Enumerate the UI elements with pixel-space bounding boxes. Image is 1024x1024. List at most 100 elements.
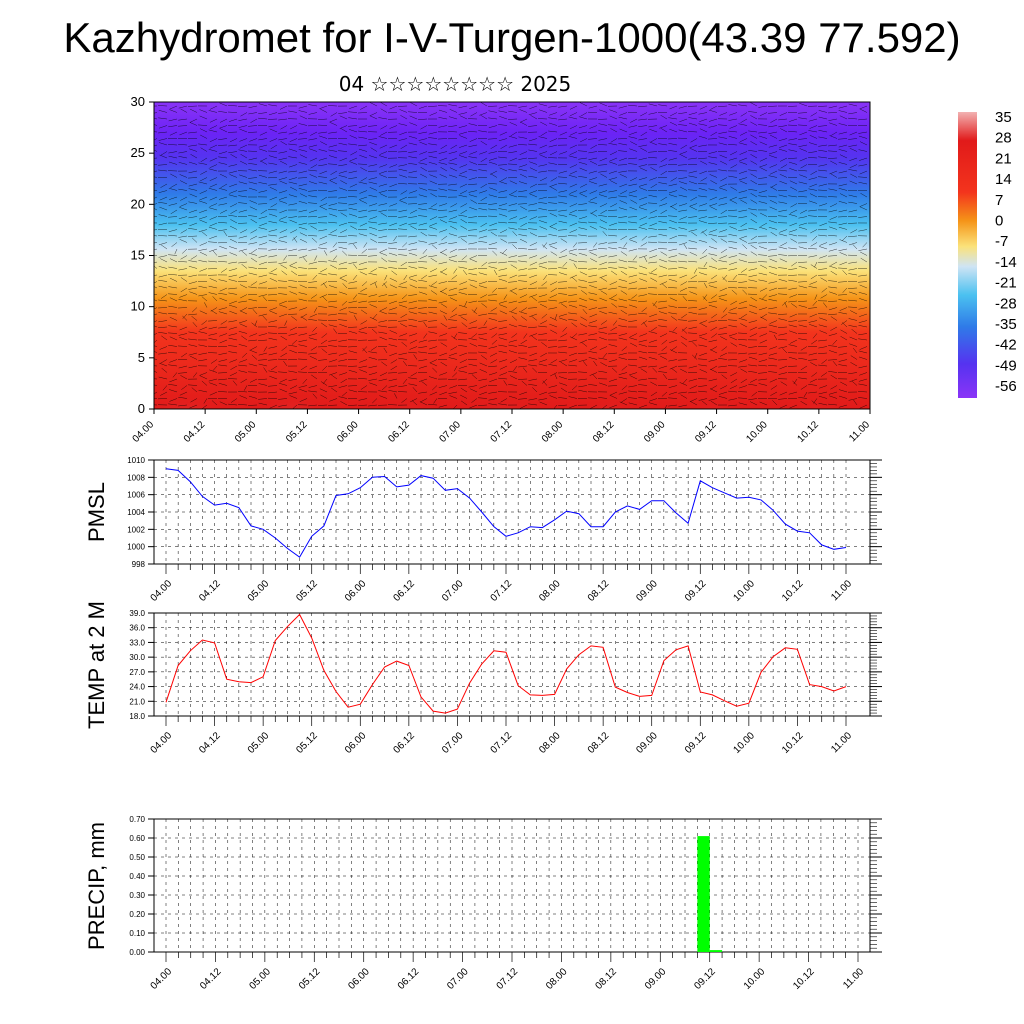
- wind-vector: [188, 384, 198, 386]
- wind-vector: [479, 369, 488, 373]
- wind-vector: [768, 371, 778, 373]
- wind-vector: [168, 313, 178, 315]
- x-tick-label: 06.00: [343, 730, 369, 756]
- wind-vector: [488, 208, 498, 211]
- wind-vector: [488, 266, 498, 269]
- wind-vector: [318, 164, 328, 167]
- wind-vector: [398, 352, 408, 356]
- wind-vector: [748, 227, 758, 230]
- wind-vector: [689, 147, 698, 152]
- wind-vector: [689, 385, 698, 389]
- wind-vector: [212, 250, 218, 256]
- wind-vector: [550, 329, 558, 334]
- wind-vector: [399, 281, 408, 285]
- wind-vector: [289, 326, 298, 331]
- wind-vector: [263, 367, 268, 373]
- wind-vector: [251, 322, 258, 328]
- wind-vector: [498, 110, 508, 113]
- wind-vector: [568, 194, 578, 198]
- wind-vector: [189, 122, 198, 126]
- wind-vector: [818, 352, 828, 354]
- wind-vector: [471, 374, 478, 380]
- wind-vector: [249, 206, 258, 211]
- wind-vector: [848, 235, 858, 238]
- wind-vector: [439, 391, 448, 396]
- wind-vector: [401, 341, 408, 347]
- wind-vector: [608, 124, 618, 126]
- wind-vector: [268, 209, 278, 211]
- wind-vector: [409, 398, 418, 403]
- wind-vector: [738, 343, 748, 347]
- wind-vector: [159, 346, 168, 350]
- wind-vector: [328, 149, 338, 152]
- wind-vector: [358, 216, 368, 218]
- wind-vector: [540, 320, 548, 325]
- wind-vector: [168, 161, 178, 165]
- wind-vector: [429, 222, 438, 227]
- wind-vector: [819, 255, 828, 259]
- wind-vector: [423, 321, 428, 328]
- wind-vector: [799, 174, 808, 178]
- wind-vector: [548, 105, 558, 108]
- wind-vector: [582, 360, 588, 367]
- wind-vector: [510, 290, 518, 295]
- wind-vector: [228, 345, 238, 347]
- wind-vector: [430, 290, 438, 295]
- wind-vector: [438, 162, 448, 165]
- wind-vector: [808, 177, 818, 180]
- wind-vector: [258, 216, 268, 219]
- x-tick-label: 07.12: [489, 419, 515, 445]
- wind-vector: [543, 274, 548, 281]
- wind-vector: [499, 167, 508, 172]
- wind-vector: [358, 144, 368, 147]
- wind-vector: [609, 391, 618, 396]
- wind-vector: [569, 144, 578, 149]
- wind-vector: [738, 259, 748, 263]
- wind-vector: [711, 257, 718, 263]
- wind-vector: [338, 385, 348, 388]
- wind-vector: [503, 294, 508, 300]
- wind-vector: [348, 242, 358, 245]
- wind-vector: [610, 270, 618, 276]
- wind-vector: [358, 148, 368, 152]
- wind-vector: [449, 352, 458, 356]
- wind-vector: [580, 112, 588, 117]
- wind-vector: [378, 378, 388, 382]
- wind-vector: [740, 118, 748, 123]
- wind-vector: [638, 164, 648, 167]
- wind-vector: [258, 383, 268, 386]
- wind-vector: [498, 196, 508, 199]
- wind-vector: [539, 226, 548, 230]
- wind-vector: [620, 290, 628, 295]
- wind-vector: [580, 316, 588, 321]
- wind-vector: [548, 209, 558, 211]
- wind-vector: [538, 325, 548, 328]
- wind-vector: [750, 154, 758, 159]
- wind-vector: [372, 313, 378, 319]
- wind-vector: [509, 157, 518, 162]
- wind-vector: [204, 302, 208, 308]
- wind-vector: [178, 162, 188, 165]
- wind-vector: [568, 136, 578, 139]
- wind-vector: [338, 150, 348, 152]
- wind-vector: [710, 385, 718, 390]
- wind-vector: [418, 215, 428, 217]
- wind-vector: [478, 345, 488, 347]
- wind-vector: [230, 219, 238, 224]
- wind-vector: [279, 196, 288, 200]
- warm-spots: [154, 102, 868, 409]
- wind-vector: [578, 286, 588, 289]
- wind-vector: [788, 161, 798, 165]
- wind-vector: [628, 402, 638, 406]
- wind-vector: [628, 281, 638, 285]
- wind-vector: [182, 315, 188, 321]
- wind-vector: [158, 117, 168, 120]
- wind-vector: [154, 196, 158, 199]
- wind-vector: [758, 201, 768, 204]
- wind-vector: [758, 279, 768, 282]
- wind-vector: [389, 144, 398, 149]
- wind-vector: [298, 371, 308, 373]
- wind-vector: [180, 287, 188, 293]
- wind-vector: [422, 248, 428, 254]
